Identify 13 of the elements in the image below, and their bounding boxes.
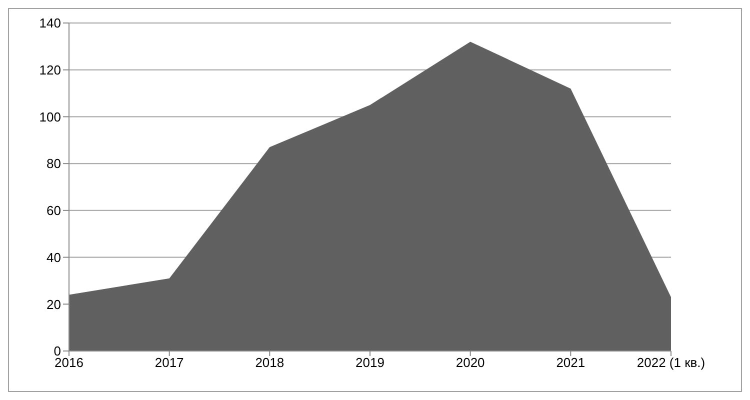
x-tick-label: 2020 (456, 355, 485, 370)
x-tick-label: 2021 (556, 355, 586, 370)
y-tick-label: 60 (46, 203, 61, 218)
y-tick-label: 80 (46, 156, 61, 172)
y-tick-label: 140 (39, 16, 61, 31)
x-tick-label: 2018 (255, 355, 284, 370)
y-tick-label: 100 (39, 109, 61, 124)
x-tick-label: 2017 (154, 355, 184, 370)
y-tick-label: 20 (46, 296, 61, 312)
x-tick-label: 2022 (1 кв.) (636, 355, 706, 370)
y-tick-label: 40 (46, 250, 61, 265)
y-tick-label: 120 (39, 62, 61, 78)
x-tick-label: 2019 (356, 355, 384, 370)
